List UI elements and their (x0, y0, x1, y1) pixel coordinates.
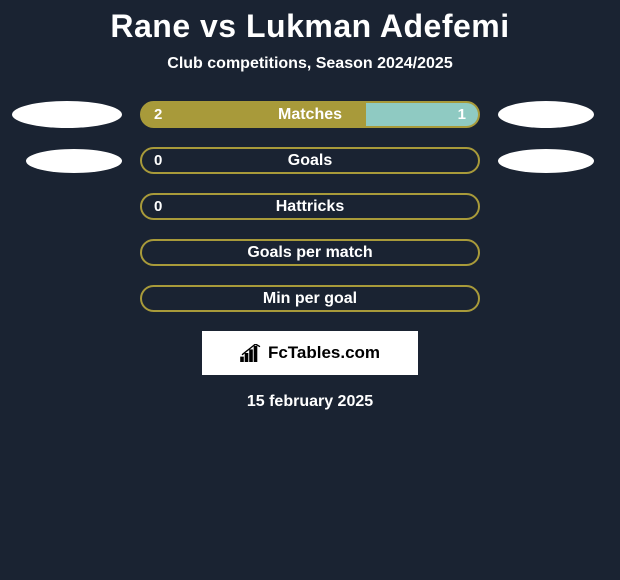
stat-label: Hattricks (142, 198, 478, 216)
badge-text: FcTables.com (268, 343, 380, 363)
chart-title: Rane vs Lukman Adefemi (0, 8, 620, 45)
player-right-marker (498, 101, 594, 128)
stat-label: Goals per match (142, 244, 478, 262)
stat-row: 0Goals (0, 147, 620, 174)
player-left-marker (12, 101, 122, 128)
bars-icon (240, 344, 262, 362)
player-right-marker (498, 149, 594, 173)
stat-rows: 2Matches1 0Goals 0Hattricks Goals per match… (0, 101, 620, 312)
stat-row: 0Hattricks (0, 193, 620, 220)
stat-value-right: 1 (458, 106, 466, 123)
stat-bar: 0Hattricks (140, 193, 480, 220)
stat-label: Goals (142, 152, 478, 170)
stat-label: Matches (142, 106, 478, 124)
comparison-chart: Rane vs Lukman Adefemi Club competitions… (0, 0, 620, 411)
stat-row: Min per goal (0, 285, 620, 312)
stat-bar: Min per goal (140, 285, 480, 312)
stat-bar: 2Matches1 (140, 101, 480, 128)
chart-date: 15 february 2025 (0, 393, 620, 411)
stat-bar: 0Goals (140, 147, 480, 174)
stat-label: Min per goal (142, 290, 478, 308)
stat-row: Goals per match (0, 239, 620, 266)
chart-subtitle: Club competitions, Season 2024/2025 (0, 55, 620, 73)
stat-bar: Goals per match (140, 239, 480, 266)
source-badge: FcTables.com (202, 331, 418, 375)
stat-row: 2Matches1 (0, 101, 620, 128)
player-left-marker (26, 149, 122, 173)
